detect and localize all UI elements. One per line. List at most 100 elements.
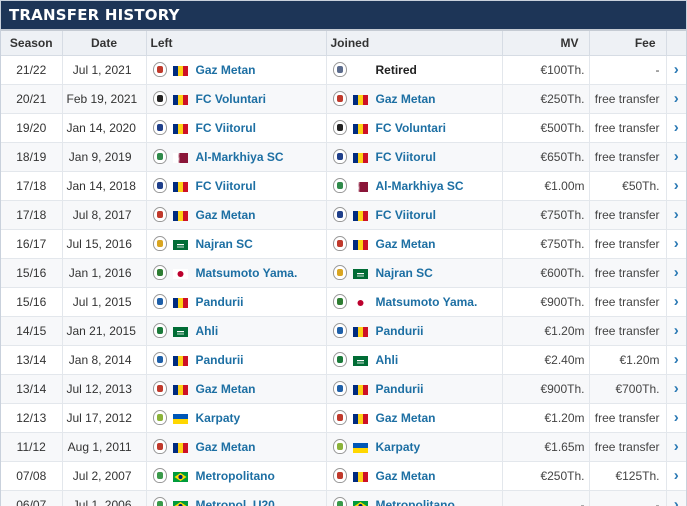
club-crest-icon[interactable] (152, 149, 167, 164)
club-crest-icon[interactable] (152, 120, 167, 135)
details-cell[interactable]: › (666, 403, 686, 433)
chevron-right-icon[interactable]: › (673, 89, 679, 107)
table-row[interactable]: 18/19 Jan 9, 2019 Al-Markhiya SC FC Viitoru… (1, 142, 686, 172)
club-crest-icon[interactable] (332, 120, 347, 135)
club-crest-icon[interactable] (152, 207, 167, 222)
column-header-left[interactable]: Left (146, 31, 327, 56)
details-cell[interactable]: › (666, 171, 686, 201)
club-link[interactable]: Al-Markhiya SC (375, 178, 464, 193)
details-cell[interactable]: › (666, 258, 686, 288)
club-link[interactable]: Pandurii (195, 294, 244, 309)
table-row[interactable]: 13/14 Jan 8, 2014 Pandurii Ahli €2.40m €1.20m… (1, 345, 686, 375)
club-crest-icon[interactable] (332, 207, 347, 222)
club-link[interactable]: FC Viitorul (195, 120, 256, 135)
club-crest-icon[interactable] (332, 62, 347, 77)
table-row[interactable]: 11/12 Aug 1, 2011 Gaz Metan Karpaty €1.65m fr… (1, 432, 686, 462)
chevron-right-icon[interactable]: › (673, 437, 679, 455)
club-crest-icon[interactable] (152, 323, 167, 338)
table-row[interactable]: 17/18 Jul 8, 2017 Gaz Metan FC Viitorul €750… (1, 200, 686, 230)
details-cell[interactable]: › (666, 200, 686, 230)
chevron-right-icon[interactable]: › (673, 147, 679, 165)
club-crest-icon[interactable] (332, 178, 347, 193)
club-crest-icon[interactable] (332, 149, 347, 164)
details-cell[interactable]: › (666, 229, 686, 259)
club-crest-icon[interactable] (152, 294, 167, 309)
chevron-right-icon[interactable]: › (673, 118, 679, 136)
club-crest-icon[interactable] (332, 265, 347, 280)
chevron-right-icon[interactable]: › (673, 379, 679, 397)
details-cell[interactable]: › (666, 345, 686, 375)
club-crest-icon[interactable] (332, 352, 347, 367)
club-crest-icon[interactable] (332, 294, 347, 309)
details-cell[interactable]: › (666, 316, 686, 346)
club-crest-icon[interactable] (152, 62, 167, 77)
club-link[interactable]: Gaz Metan (375, 410, 436, 425)
club-link[interactable]: FC Viitorul (375, 149, 436, 164)
column-header-date[interactable]: Date (62, 31, 147, 56)
table-row[interactable]: 19/20 Jan 14, 2020 FC Viitorul FC Voluntari… (1, 113, 686, 143)
club-crest-icon[interactable] (332, 91, 347, 106)
club-crest-icon[interactable] (152, 236, 167, 251)
details-cell[interactable]: › (666, 461, 686, 491)
table-row[interactable]: 12/13 Jul 17, 2012 Karpaty Gaz Metan €1.20m f… (1, 403, 686, 433)
club-crest-icon[interactable] (332, 381, 347, 396)
club-crest-icon[interactable] (152, 381, 167, 396)
chevron-right-icon[interactable]: › (673, 234, 679, 252)
club-crest-icon[interactable] (332, 410, 347, 425)
details-cell[interactable]: › (666, 113, 686, 143)
details-cell[interactable]: › (666, 374, 686, 404)
club-crest-icon[interactable] (332, 236, 347, 251)
chevron-right-icon[interactable]: › (673, 321, 679, 339)
club-link[interactable]: Gaz Metan (195, 439, 256, 454)
club-link[interactable]: Najran SC (195, 236, 253, 251)
club-link[interactable]: Pandurii (375, 381, 424, 396)
club-link[interactable]: Matsumoto Yama. (195, 265, 298, 280)
club-link[interactable]: Ahli (195, 323, 219, 338)
details-cell[interactable]: › (666, 490, 686, 506)
club-link[interactable]: Gaz Metan (195, 381, 256, 396)
club-crest-icon[interactable] (152, 178, 167, 193)
club-crest-icon[interactable] (152, 410, 167, 425)
column-header-season[interactable]: Season (1, 31, 63, 56)
club-link[interactable]: Gaz Metan (375, 236, 436, 251)
details-cell[interactable]: › (666, 55, 686, 85)
club-link[interactable]: Al-Markhiya SC (195, 149, 284, 164)
club-link[interactable]: Gaz Metan (195, 62, 256, 77)
club-crest-icon[interactable] (152, 439, 167, 454)
club-link[interactable]: Pandurii (375, 323, 424, 338)
chevron-right-icon[interactable]: › (673, 495, 679, 506)
club-link[interactable]: Pandurii (195, 352, 244, 367)
club-link[interactable]: Matsumoto Yama. (375, 294, 478, 309)
club-link[interactable]: Metropol. U20 (195, 497, 275, 506)
table-row[interactable]: 14/15 Jan 21, 2015 Ahli Pandurii €1.20m free … (1, 316, 686, 346)
table-row[interactable]: 07/08 Jul 2, 2007 Metropolitano Gaz Metan €2… (1, 461, 686, 491)
club-link[interactable]: Najran SC (375, 265, 433, 280)
club-link[interactable]: FC Voluntari (195, 91, 266, 106)
club-link[interactable]: Gaz Metan (195, 207, 256, 222)
club-link[interactable]: Karpaty (195, 410, 241, 425)
club-crest-icon[interactable] (332, 468, 347, 483)
table-row[interactable]: 15/16 Jul 1, 2015 Pandurii Matsumoto Yama. €… (1, 287, 686, 317)
table-row[interactable]: 21/22 Jul 1, 2021 Gaz Metan Retired €100Th. -… (1, 55, 686, 85)
column-header-mv[interactable]: MV (502, 31, 590, 56)
table-row[interactable]: 15/16 Jan 1, 2016 Matsumoto Yama. Najran SC… (1, 258, 686, 288)
club-link[interactable]: Gaz Metan (375, 91, 436, 106)
table-row[interactable]: 20/21 Feb 19, 2021 FC Voluntari Gaz Metan €2… (1, 84, 686, 114)
club-link[interactable]: Metropolitano (195, 468, 275, 483)
table-row[interactable]: 13/14 Jul 12, 2013 Gaz Metan Pandurii €900Th… (1, 374, 686, 404)
chevron-right-icon[interactable]: › (673, 292, 679, 310)
column-header-fee[interactable]: Fee (589, 31, 667, 56)
table-row[interactable]: 17/18 Jan 14, 2018 FC Viitorul Al-Markhiya … (1, 171, 686, 201)
chevron-right-icon[interactable]: › (673, 466, 679, 484)
chevron-right-icon[interactable]: › (673, 350, 679, 368)
chevron-right-icon[interactable]: › (673, 408, 679, 426)
club-link[interactable]: FC Voluntari (375, 120, 446, 135)
details-cell[interactable]: › (666, 432, 686, 462)
details-cell[interactable]: › (666, 142, 686, 172)
club-link[interactable]: Ahli (375, 352, 399, 367)
club-crest-icon[interactable] (152, 352, 167, 367)
club-crest-icon[interactable] (332, 323, 347, 338)
chevron-right-icon[interactable]: › (673, 263, 679, 281)
chevron-right-icon[interactable]: › (673, 205, 679, 223)
club-link[interactable]: Gaz Metan (375, 468, 436, 483)
